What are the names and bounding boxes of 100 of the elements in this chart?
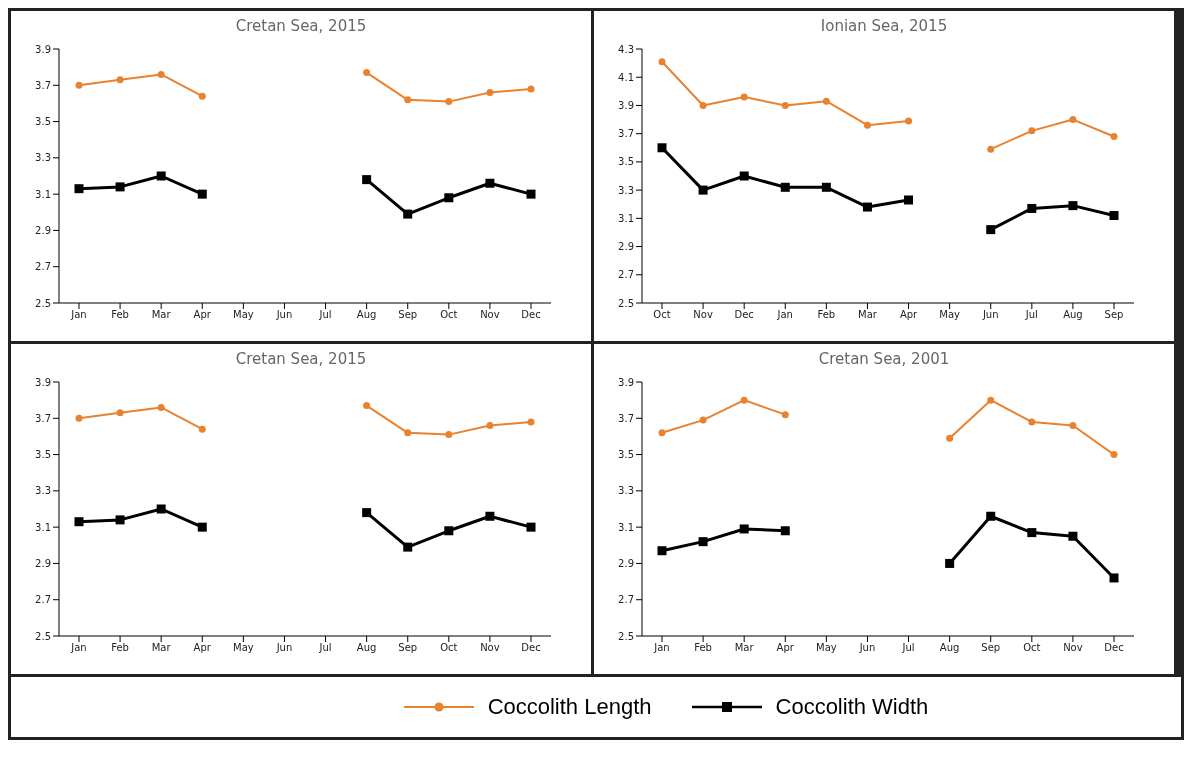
point (157, 70, 165, 78)
x-tick-label: Oct (440, 309, 458, 321)
point (1068, 201, 1078, 211)
point (157, 403, 165, 411)
point (780, 182, 790, 192)
y-tick-label: 2.7 (35, 594, 51, 606)
x-tick-label: Jun (275, 309, 293, 321)
point (1027, 528, 1037, 538)
x-tick-label: Apr (776, 642, 795, 654)
y-tick-label: 3.1 (35, 188, 51, 200)
y-tick-label: 3.7 (35, 79, 51, 91)
point (445, 431, 453, 439)
x-tick-label: Nov (1063, 642, 1083, 654)
x-tick-label: Jan (70, 309, 87, 321)
x-tick-label: Feb (111, 309, 129, 321)
y-tick-label: 3.3 (618, 184, 634, 196)
y-tick-label: 2.5 (35, 297, 51, 309)
point (198, 92, 206, 100)
point (198, 425, 206, 433)
x-tick-label: Feb (817, 309, 836, 321)
x-tick-label: Apr (193, 309, 212, 321)
point (987, 145, 995, 153)
point (658, 429, 666, 437)
x-tick-label: Sep (981, 642, 1001, 654)
point (74, 517, 84, 527)
y-tick-label: 2.9 (35, 557, 51, 569)
point (75, 81, 83, 89)
point (485, 511, 495, 521)
y-tick-label: 3.5 (618, 156, 634, 168)
y-tick-label: 3.5 (35, 449, 51, 461)
y-tick-label: 2.9 (618, 557, 634, 569)
point (526, 522, 536, 532)
point (75, 414, 83, 422)
point (1027, 203, 1037, 213)
point (1028, 418, 1036, 426)
point (197, 522, 207, 532)
point (657, 546, 667, 556)
point (657, 143, 667, 153)
x-tick-label: May (939, 309, 961, 321)
x-tick-label: Dec (521, 642, 541, 654)
point (1109, 573, 1119, 583)
point (862, 202, 872, 212)
x-tick-label: Nov (480, 642, 500, 654)
point (863, 121, 871, 129)
point (1110, 451, 1118, 459)
x-tick-label: Jan (776, 309, 793, 321)
y-tick-label: 3.9 (35, 43, 51, 55)
x-tick-label: Mar (734, 642, 755, 654)
point (699, 101, 707, 109)
y-tick-label: 4.1 (618, 71, 634, 83)
x-tick-label: Sep (398, 642, 418, 654)
x-tick-label: Jan (70, 642, 87, 654)
point (986, 225, 996, 235)
x-tick-label: Jul (318, 642, 332, 654)
point (485, 178, 495, 188)
point (445, 98, 453, 106)
point (780, 526, 790, 536)
point (658, 58, 666, 66)
point (698, 185, 708, 195)
x-tick-label: Mar (151, 642, 172, 654)
point (1109, 211, 1119, 221)
x-tick-label: Mar (858, 309, 878, 321)
x-tick-label: Oct (440, 642, 458, 654)
point (363, 402, 371, 410)
y-tick-label: 3.1 (618, 212, 634, 224)
legend-label: Coccolith Width (775, 694, 929, 720)
y-tick-label: 3.7 (618, 128, 634, 140)
x-tick-label: Nov (693, 309, 713, 321)
y-tick-label: 3.9 (35, 376, 51, 388)
point (946, 434, 954, 442)
x-tick-label: Apr (193, 642, 212, 654)
point (740, 93, 748, 101)
point (781, 101, 789, 109)
chart-title: Ionian Sea, 2015 (819, 16, 949, 37)
x-tick-label: Oct (1023, 642, 1041, 654)
point (362, 508, 372, 518)
y-tick-label: 3.9 (618, 376, 634, 388)
point (404, 429, 412, 437)
point (1028, 127, 1036, 135)
x-tick-label: Aug (356, 309, 377, 321)
point (486, 422, 494, 430)
point (116, 76, 124, 84)
y-tick-label: 3.7 (618, 412, 634, 424)
point (74, 184, 84, 194)
point (781, 411, 789, 419)
point (1069, 116, 1077, 124)
y-tick-label: 3.5 (618, 449, 634, 461)
point (1069, 422, 1077, 430)
y-tick-label: 3.7 (35, 412, 51, 424)
y-tick-label: 3.9 (618, 99, 634, 111)
y-tick-label: 2.7 (35, 261, 51, 273)
x-tick-label: Oct (653, 309, 671, 321)
x-tick-label: Jun (275, 642, 293, 654)
x-tick-label: Aug (1063, 309, 1083, 321)
x-tick-label: Jan (653, 642, 670, 654)
point (739, 524, 749, 534)
point (821, 182, 831, 192)
y-tick-label: 2.7 (618, 594, 634, 606)
x-tick-label: May (233, 642, 254, 654)
point (363, 69, 371, 77)
